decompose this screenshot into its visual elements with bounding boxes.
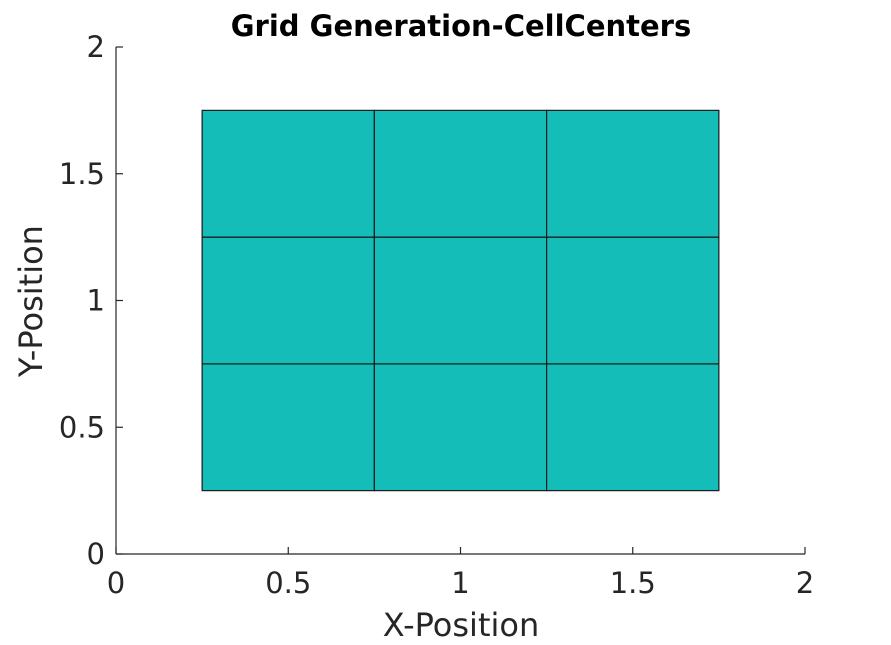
grid-cell-r2-c3 bbox=[546, 236, 720, 365]
y-tick-label: 1 bbox=[87, 284, 105, 318]
x-axis-label: X-Position bbox=[383, 606, 539, 644]
x-tick-label: 1 bbox=[451, 566, 469, 600]
grid-cell-r2-c2 bbox=[373, 236, 548, 365]
grid-cell-r1-c1 bbox=[201, 363, 375, 492]
y-tick-label: 2 bbox=[87, 30, 105, 64]
grid-cell-r1-c3 bbox=[546, 363, 720, 492]
grid-cell-r2-c1 bbox=[201, 236, 375, 365]
y-tick-label: 0.5 bbox=[59, 410, 105, 444]
x-tick-label: 1.5 bbox=[610, 566, 656, 600]
x-tick-label: 2 bbox=[796, 566, 814, 600]
y-tick-label: 1.5 bbox=[59, 157, 105, 191]
chart-title: Grid Generation-CellCenters bbox=[231, 9, 692, 43]
y-axis-label: Y-Position bbox=[12, 225, 50, 378]
grid-cells bbox=[201, 109, 720, 492]
grid-cell-r3-c1 bbox=[201, 109, 375, 238]
grid-cell-r3-c3 bbox=[546, 109, 720, 238]
x-tick-label: 0 bbox=[107, 566, 125, 600]
y-axis-ticks: 0 0.5 1 1.5 2 bbox=[59, 30, 123, 571]
x-tick-label: 0.5 bbox=[265, 566, 311, 600]
grid-cell-r3-c2 bbox=[373, 109, 548, 238]
grid-cell-r1-c2 bbox=[373, 363, 548, 492]
x-axis-ticks: 0 0.5 1 1.5 2 bbox=[107, 547, 814, 600]
y-tick-label: 0 bbox=[87, 537, 105, 571]
